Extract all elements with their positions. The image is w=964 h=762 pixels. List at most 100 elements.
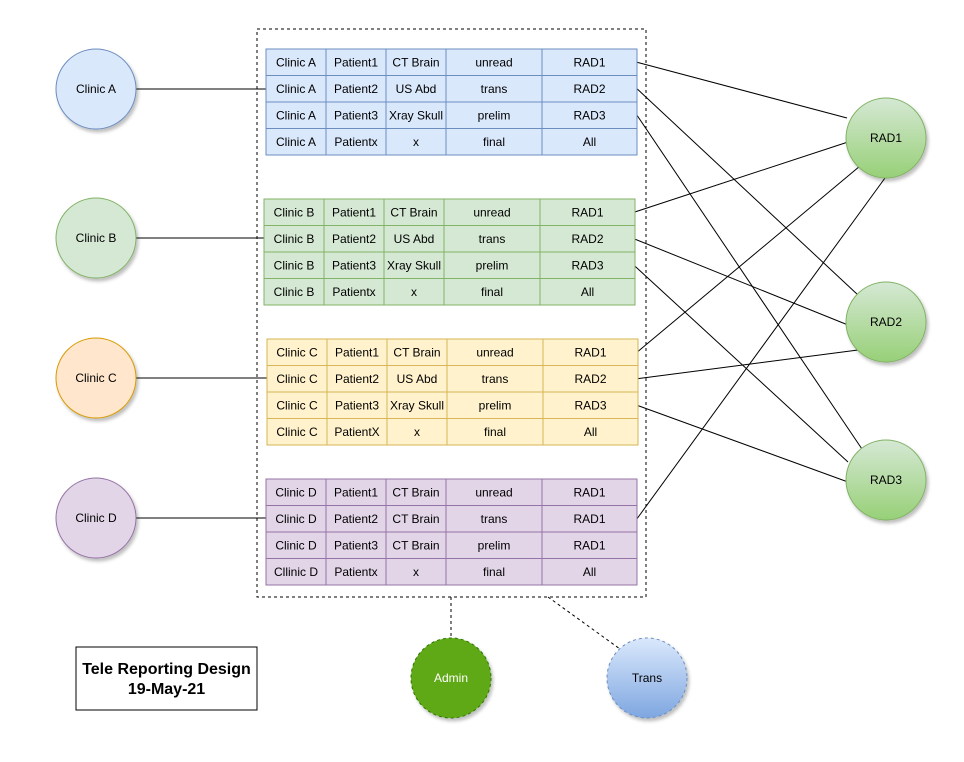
- cell-text: Clinic B: [274, 285, 315, 299]
- cell-text: Clinic D: [275, 486, 317, 500]
- trans-connector: [547, 596, 621, 650]
- table-cell: [445, 478, 543, 506]
- cell-text: final: [484, 425, 506, 439]
- cell-text: trans: [482, 372, 509, 386]
- cell-text: Xray Skull: [390, 399, 444, 413]
- admin-label: Admin: [434, 671, 468, 685]
- table-cell: [385, 478, 447, 506]
- cell-text: RAD3: [571, 259, 603, 273]
- cell-text: RAD3: [574, 399, 606, 413]
- cell-text: final: [483, 135, 505, 149]
- cell-text: RAD2: [571, 232, 603, 246]
- cell-text: unread: [475, 486, 512, 500]
- table-cell: [385, 101, 447, 129]
- cell-text: final: [483, 565, 505, 579]
- cell-text: Clinic C: [276, 346, 318, 360]
- clinic-node-b[interactable]: Clinic B: [55, 197, 137, 279]
- assignment-line: [636, 404, 849, 483]
- table-cell: [265, 128, 327, 156]
- cell-text: CT Brain: [392, 539, 439, 553]
- radiologist-node-3[interactable]: RAD3: [845, 439, 927, 521]
- cell-text: CT Brain: [393, 346, 440, 360]
- clinic-table-b: Clinic B Patient1 CT Brain unread RAD1 Clinic…: [263, 198, 636, 306]
- cell-text: Clinic D: [275, 539, 317, 553]
- clinic-table-a: Clinic A Patient1 CT Brain unread RAD1Clinic…: [265, 48, 638, 156]
- tables-container: [256, 28, 647, 598]
- table-cell: [323, 198, 385, 226]
- table-cell: [326, 338, 388, 366]
- table-cell: [542, 391, 639, 419]
- table-cell: [326, 365, 388, 393]
- clinic-node-d[interactable]: Clinic D: [55, 477, 137, 559]
- cell-text: RAD1: [573, 539, 605, 553]
- table-cell: [443, 225, 541, 253]
- trans-label: Trans: [632, 671, 662, 685]
- cell-text: US Abd: [396, 82, 437, 96]
- assignment-line: [636, 114, 867, 456]
- cell-text: Patientx: [334, 565, 377, 579]
- table-cell: [386, 391, 448, 419]
- radiologist-label: RAD3: [870, 473, 902, 487]
- title-line-2: 19-May-21: [128, 681, 205, 698]
- table-cell: [265, 531, 327, 559]
- cell-text: CT Brain: [390, 206, 437, 220]
- table-row: Clinic C Patient1 CT Brain unread RAD1: [266, 338, 639, 366]
- cell-text: RAD1: [573, 512, 605, 526]
- table-row: Clinic B Patient1 CT Brain unread RAD1: [263, 198, 636, 226]
- table-row: Clinic A Patient3 Xray Skull prelim RAD3: [265, 101, 638, 129]
- radiologist-label: RAD2: [870, 315, 902, 329]
- clinic-label: Clinic B: [76, 231, 117, 245]
- table-row: Clinic D Patient3 CT Brain prelim RAD1: [265, 531, 638, 559]
- clinic-table-d: Clinic D Patient1 CT Brain unread RAD1Clinic…: [265, 478, 638, 586]
- cell-text: All: [583, 135, 596, 149]
- clinic-node-c[interactable]: Clinic C: [55, 337, 137, 419]
- table-cell: [385, 128, 447, 156]
- table-cell: [325, 128, 387, 156]
- cell-text: unread: [476, 346, 513, 360]
- table-cell: [446, 365, 544, 393]
- table-cell: [386, 338, 448, 366]
- cell-text: RAD2: [573, 82, 605, 96]
- table-cell: [539, 198, 636, 226]
- clinic-node-a[interactable]: Clinic A: [55, 48, 137, 130]
- table-cell: [541, 101, 638, 129]
- assignment-line: [636, 349, 859, 380]
- table-row: Cllinic D Patientx x final All: [265, 558, 638, 586]
- table-cell: [446, 391, 544, 419]
- cell-text: prelim: [478, 109, 511, 123]
- cell-text: x: [411, 285, 417, 299]
- cell-text: prelim: [479, 399, 512, 413]
- table-cell: [445, 101, 543, 129]
- cell-text: x: [413, 565, 419, 579]
- table-cell: [325, 101, 387, 129]
- cell-text: trans: [479, 232, 506, 246]
- table-cell: [325, 75, 387, 103]
- assignment-line: [633, 264, 849, 463]
- table-row: Clinic C Patient2 US Abd trans RAD2: [266, 365, 639, 393]
- cell-text: Patientx: [334, 135, 377, 149]
- cell-text: unread: [475, 56, 512, 70]
- cell-text: CT Brain: [392, 512, 439, 526]
- radiologist-node-2[interactable]: RAD2: [845, 281, 927, 363]
- table-cell: [265, 101, 327, 129]
- cell-text: Patient1: [335, 346, 379, 360]
- table-cell: [383, 278, 445, 306]
- cell-text: Patient3: [334, 539, 378, 553]
- admin-node[interactable]: Admin: [410, 637, 492, 719]
- table-cell: [325, 478, 387, 506]
- table-cell: [325, 531, 387, 559]
- cell-text: Xray Skull: [389, 109, 443, 123]
- table-row: Clinic B Patientx x final All: [263, 278, 636, 306]
- table-cell: [385, 558, 447, 586]
- table-cell: [541, 531, 638, 559]
- radiologist-node-1[interactable]: RAD1: [845, 97, 927, 179]
- cell-text: RAD1: [573, 56, 605, 70]
- table-cell: [446, 338, 544, 366]
- table-cell: [265, 48, 327, 76]
- table-cell: [542, 365, 639, 393]
- cell-text: US Abd: [394, 232, 435, 246]
- title-box: Tele Reporting Design 19-May-21: [75, 646, 258, 711]
- trans-node[interactable]: Trans: [606, 637, 688, 719]
- table-row: Clinic D Patient2 CT Brain trans RAD1: [265, 505, 638, 533]
